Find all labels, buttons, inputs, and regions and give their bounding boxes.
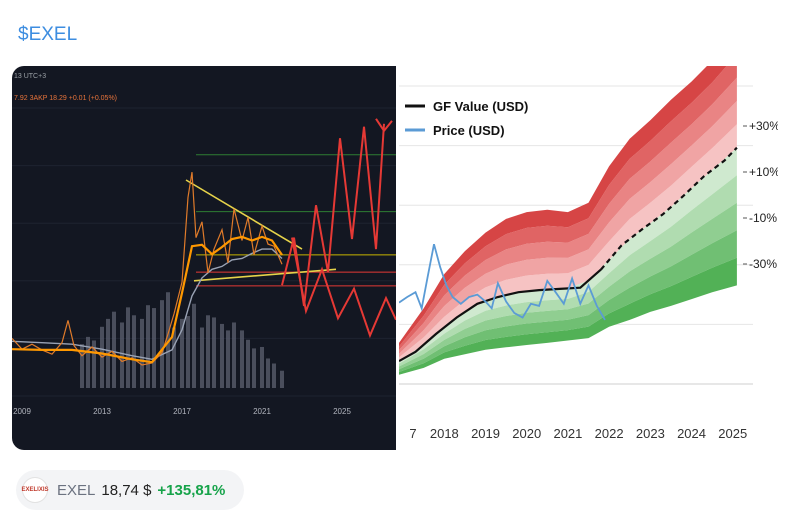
ticker-symbol: EXEL bbox=[57, 481, 96, 499]
triangle-lower-line bbox=[193, 268, 337, 282]
overvalued-band bbox=[399, 66, 737, 351]
x-tick-label: 2025 bbox=[718, 426, 747, 441]
volume-bar bbox=[192, 303, 196, 388]
volume-bar bbox=[120, 322, 124, 388]
band-label: +30% bbox=[749, 119, 778, 133]
volume-bar bbox=[86, 336, 90, 388]
volume-bar bbox=[240, 330, 244, 388]
undervalued-band bbox=[399, 202, 737, 370]
volume-bar bbox=[180, 318, 184, 388]
band-label: -10% bbox=[749, 211, 777, 225]
triangle-upper-line bbox=[185, 179, 303, 250]
volume-bar bbox=[166, 292, 170, 388]
x-tick-label: 2021 bbox=[253, 407, 271, 416]
legend-label: GF Value (USD) bbox=[433, 99, 528, 114]
undervalued-band bbox=[399, 147, 737, 364]
x-tick-label: 2024 bbox=[677, 426, 706, 441]
x-tick-label: 2018 bbox=[430, 426, 459, 441]
ticker-price: 18,74 $ bbox=[101, 481, 152, 499]
volume-bar bbox=[186, 316, 190, 388]
x-tick-label: 2025 bbox=[333, 407, 351, 416]
volume-bar bbox=[232, 322, 236, 388]
volume-bars bbox=[80, 292, 284, 388]
post-title[interactable]: $EXEL bbox=[18, 24, 78, 45]
volume-bar bbox=[112, 311, 116, 388]
volume-bar bbox=[206, 315, 210, 388]
x-tick-label: 2019 bbox=[471, 426, 500, 441]
undervalued-band bbox=[399, 230, 737, 372]
image-card[interactable]: 2009 2013 2017 2021 2025 13 UTC+3 7.92 3AKP … bbox=[12, 66, 778, 450]
legend: GF Value (USD) Price (USD) bbox=[405, 99, 528, 138]
undervalued-band bbox=[399, 175, 737, 367]
gf-value-chart: GF Value (USD) Price (USD) +30% +10% -10% -3… bbox=[398, 66, 778, 450]
volume-bar bbox=[252, 348, 256, 388]
band-label: +10% bbox=[749, 165, 778, 179]
volume-bar bbox=[140, 318, 144, 388]
x-tick-label: 2023 bbox=[636, 426, 665, 441]
x-tick-label: 2017 bbox=[173, 407, 191, 416]
forecast-arrow-icon bbox=[375, 118, 393, 133]
ticker-chip[interactable]: EXELIXIS EXEL 18,74 $ +135,81% bbox=[16, 470, 244, 510]
band-label: -30% bbox=[749, 257, 777, 271]
x-tick-label: 7 bbox=[409, 426, 416, 441]
volume-bar bbox=[132, 315, 136, 388]
overvalued-band bbox=[399, 66, 727, 347]
price-line bbox=[398, 243, 606, 321]
x-tick-label: 2009 bbox=[13, 407, 31, 416]
volume-bar bbox=[280, 370, 284, 388]
volume-bar bbox=[266, 358, 270, 388]
volume-bar bbox=[172, 327, 176, 388]
chart-header: 13 UTC+3 bbox=[14, 73, 46, 80]
gf-value-forecast-line bbox=[600, 146, 738, 271]
forecast-alt-line bbox=[291, 237, 397, 339]
volume-bar bbox=[152, 308, 156, 388]
volume-bar bbox=[146, 305, 150, 388]
forecast-line bbox=[281, 123, 385, 307]
x-tick-label: 2022 bbox=[595, 426, 624, 441]
series-lines bbox=[398, 146, 738, 363]
x-tick-label: 2020 bbox=[512, 426, 541, 441]
x-tick-label: 2013 bbox=[93, 407, 111, 416]
ma-fast-line bbox=[12, 235, 283, 364]
gf-value-line bbox=[398, 268, 602, 363]
tradingview-chart: 2009 2013 2017 2021 2025 13 UTC+3 7.92 3AKP … bbox=[12, 66, 397, 450]
x-tick-label: 2021 bbox=[553, 426, 582, 441]
volume-bar bbox=[246, 339, 250, 388]
band-labels: +30% +10% -10% -30% bbox=[743, 119, 778, 271]
x-axis: 2009 2013 2017 2021 2025 bbox=[13, 407, 351, 416]
volume-bar bbox=[212, 317, 216, 388]
volume-bar bbox=[260, 346, 264, 388]
volume-bar bbox=[92, 340, 96, 388]
volume-bar bbox=[220, 323, 224, 388]
volume-bar bbox=[226, 330, 230, 388]
volume-bar bbox=[80, 344, 84, 388]
undervalued-band bbox=[399, 257, 737, 375]
ticker-change: +135,81% bbox=[157, 481, 226, 499]
volume-bar bbox=[200, 327, 204, 388]
series-lines bbox=[12, 118, 397, 366]
volume-bar bbox=[272, 363, 276, 388]
exelixis-logo-icon: EXELIXIS bbox=[22, 477, 49, 503]
volume-bar bbox=[160, 300, 164, 388]
x-axis: 7 2018 2019 2020 2021 2022 2023 2024 2025 bbox=[409, 426, 747, 441]
horizontal-levels bbox=[196, 154, 396, 287]
price-chart-svg: 2009 2013 2017 2021 2025 13 UTC+3 7.92 3AKP … bbox=[12, 73, 397, 416]
volume-bar bbox=[126, 307, 130, 388]
legend-label: Price (USD) bbox=[433, 123, 505, 138]
chart-legend: 7.92 3AKP 18.29 +0.01 (+0.05%) bbox=[14, 95, 117, 102]
gf-chart-svg: GF Value (USD) Price (USD) +30% +10% -10% -3… bbox=[398, 66, 778, 441]
